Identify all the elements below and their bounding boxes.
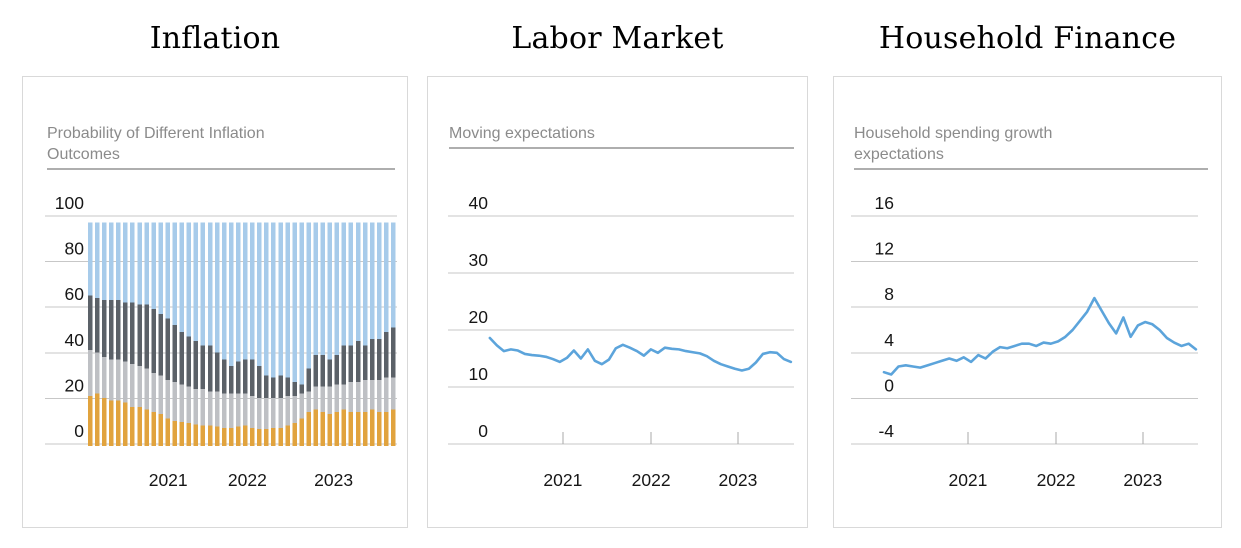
svg-text:10: 10 (469, 364, 489, 384)
chart-subtitle-household-finance: Household spending growth expectations (854, 125, 1053, 163)
svg-text:30: 30 (469, 250, 489, 270)
labor-market-line-chart: 40 30 20 10 0 2021 2022 2023 (448, 193, 794, 490)
household-finance-card: Household spending growth expectations 1… (833, 76, 1222, 528)
subtitle-rule: Probability of Different Inflation Outco… (47, 123, 395, 170)
subtitle-rule: Household spending growth expectations (854, 123, 1208, 170)
svg-text:2023: 2023 (1123, 470, 1162, 490)
household-finance-line-chart: 16 12 8 4 0 -4 2021 2022 2023 (851, 193, 1198, 490)
svg-text:16: 16 (875, 193, 894, 213)
svg-text:100: 100 (55, 193, 84, 213)
svg-text:2022: 2022 (632, 470, 671, 490)
svg-text:8: 8 (884, 284, 894, 304)
inflation-card: Probability of Different Inflation Outco… (22, 76, 408, 528)
svg-text:60: 60 (65, 284, 85, 304)
chart-subtitle-labor-market: Moving expectations (449, 125, 595, 142)
svg-text:-4: -4 (878, 421, 894, 441)
svg-text:20: 20 (469, 307, 489, 327)
panel-title-household-finance: Household Finance (878, 20, 1177, 56)
panel-labor-market: Labor Market Moving expectations 40 30 20 1… (427, 0, 808, 548)
subtitle-rule: Moving expectations (449, 123, 794, 149)
svg-text:2021: 2021 (149, 470, 188, 490)
panel-title-labor-market: Labor Market (511, 20, 724, 56)
svg-text:2021: 2021 (543, 470, 582, 490)
svg-text:2022: 2022 (1037, 470, 1076, 490)
svg-text:12: 12 (875, 239, 894, 259)
inflation-stacked-bar-chart: 100 80 60 40 20 0 2021 2022 2023 (45, 193, 397, 490)
panel-title-inflation: Inflation (149, 20, 281, 56)
svg-text:2023: 2023 (314, 470, 353, 490)
svg-text:4: 4 (884, 330, 894, 350)
panel-household-finance: Household Finance Household spending gro… (833, 0, 1222, 548)
svg-text:2021: 2021 (948, 470, 987, 490)
svg-text:80: 80 (65, 239, 85, 259)
svg-text:40: 40 (469, 193, 489, 213)
svg-text:20: 20 (65, 375, 85, 395)
svg-text:40: 40 (65, 330, 85, 350)
panel-inflation: Inflation Probability of Different Infla… (22, 0, 408, 548)
svg-text:0: 0 (884, 375, 894, 395)
labor-market-card: Moving expectations 40 30 20 10 0 2021 2022 202… (427, 76, 808, 528)
chart-subtitle-inflation: Probability of Different Inflation Outco… (47, 125, 265, 163)
svg-text:2023: 2023 (718, 470, 757, 490)
svg-text:0: 0 (478, 421, 488, 441)
svg-text:2022: 2022 (228, 470, 267, 490)
svg-text:0: 0 (74, 421, 84, 441)
